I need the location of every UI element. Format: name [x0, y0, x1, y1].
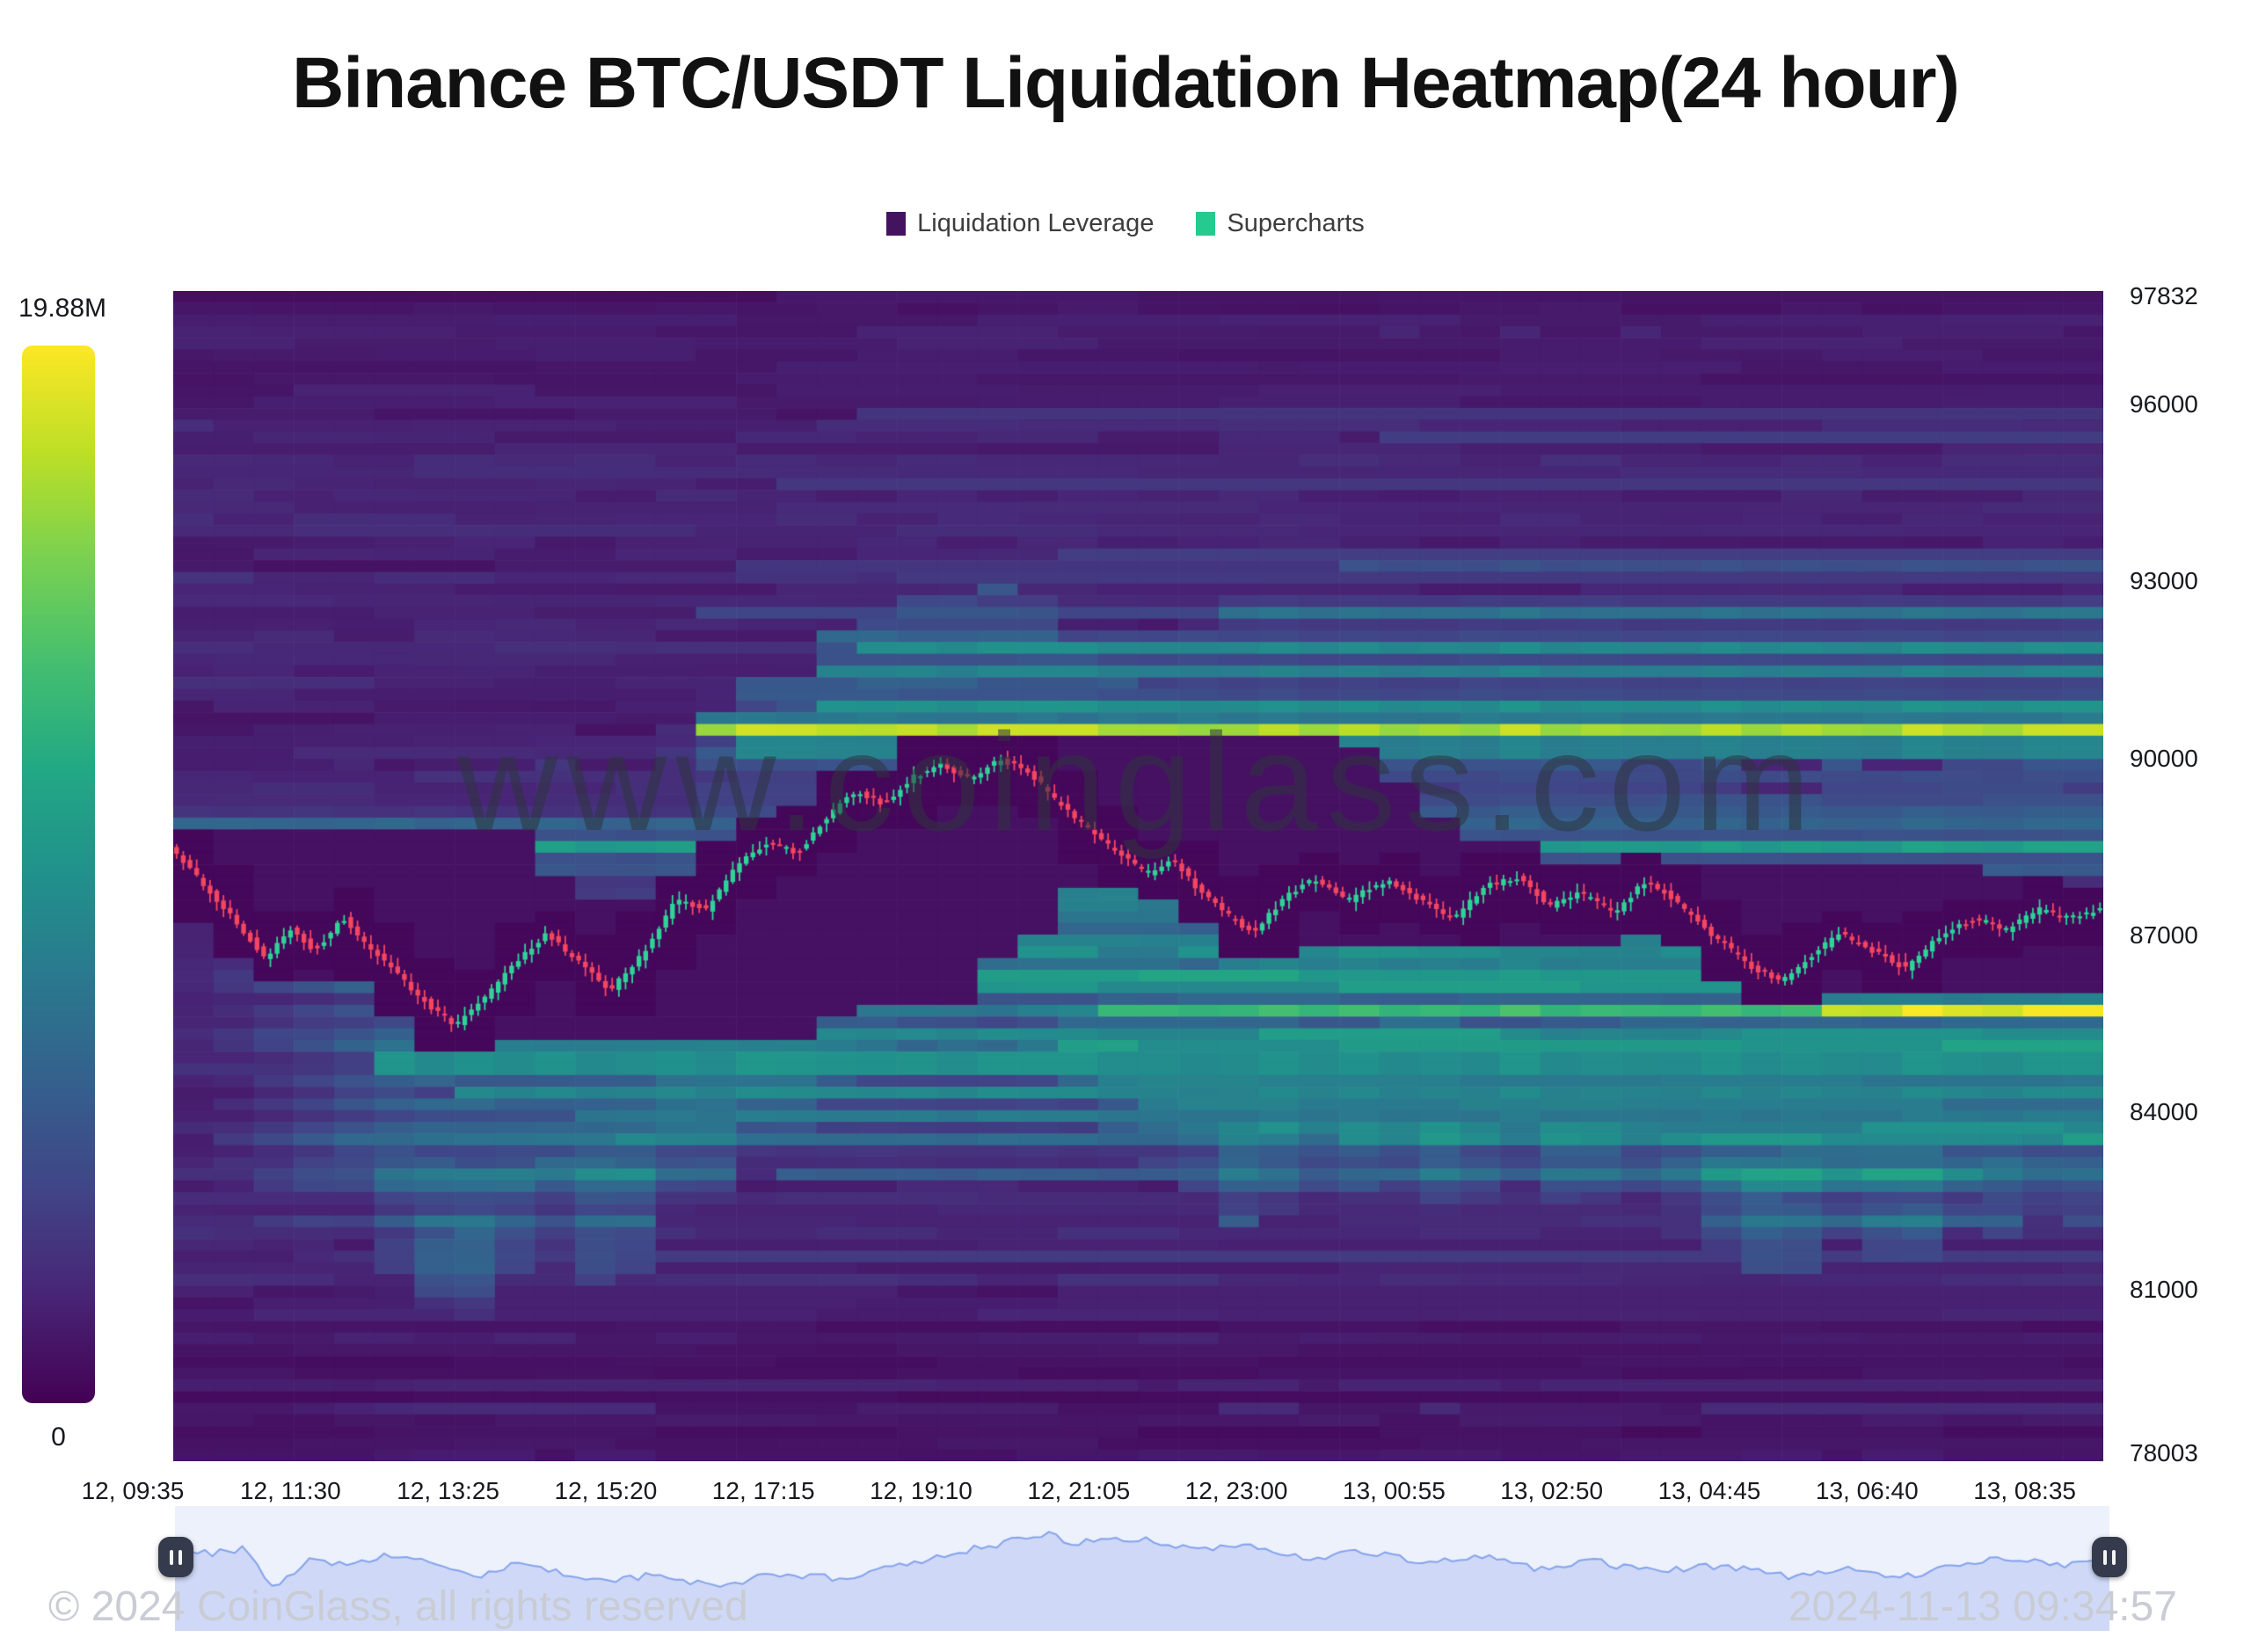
- y-axis-label: 93000: [2130, 567, 2198, 595]
- x-axis-label: 13, 06:40: [1815, 1477, 1919, 1504]
- x-axis-label: 12, 19:10: [870, 1477, 973, 1504]
- timestamp-text: 2024-11-13 09:34:57: [1788, 1583, 2177, 1630]
- pause-icon: [2112, 1549, 2116, 1565]
- pause-icon: [178, 1549, 182, 1565]
- y-axis-label: 87000: [2130, 921, 2198, 950]
- y-axis-label: 96000: [2130, 389, 2198, 418]
- pause-icon: [2103, 1549, 2107, 1565]
- x-axis-label: 12, 21:05: [1027, 1477, 1131, 1504]
- x-axis-label: 12, 17:15: [711, 1477, 815, 1504]
- colorbar-max-label: 19.88M: [18, 294, 107, 323]
- x-axis-label: 12, 23:00: [1184, 1477, 1288, 1504]
- navigator-chart[interactable]: [175, 1506, 2109, 1631]
- legend-item-liquidation-leverage[interactable]: Liquidation Leverage: [886, 209, 1154, 238]
- x-axis-label: 12, 11:30: [239, 1477, 341, 1504]
- y-axis-label: 97832: [2130, 282, 2198, 309]
- y-axis-label: 78003: [2130, 1439, 2198, 1466]
- legend-item-supercharts[interactable]: Supercharts: [1196, 209, 1365, 238]
- heatmap-canvas[interactable]: [173, 291, 2103, 1461]
- colorbar-min-label: 0: [51, 1423, 66, 1452]
- legend-label: Supercharts: [1227, 209, 1365, 237]
- chart-legend: Liquidation Leverage Supercharts: [0, 209, 2251, 238]
- y-axis-label: 81000: [2130, 1275, 2198, 1303]
- legend-swatch-liquidation-leverage: [886, 212, 907, 236]
- x-axis-label: 12, 15:20: [554, 1477, 658, 1504]
- y-axis-label: 90000: [2130, 744, 2198, 772]
- x-axis-label: 13, 04:45: [1657, 1477, 1761, 1504]
- copyright-text: © 2024 CoinGlass, all rights reserved: [48, 1583, 748, 1630]
- x-axis-label: 12, 09:35: [81, 1477, 185, 1504]
- x-axis-label: 12, 13:25: [397, 1477, 499, 1504]
- navigator-left-handle[interactable]: [158, 1537, 193, 1577]
- page-title: Binance BTC/USDT Liquidation Heatmap(24 …: [292, 43, 1960, 123]
- x-axis-label: 13, 02:50: [1500, 1477, 1604, 1504]
- x-axis-label: 13, 08:35: [1973, 1477, 2076, 1504]
- pause-icon: [170, 1549, 173, 1565]
- x-axis-label: 13, 00:55: [1343, 1477, 1446, 1504]
- colorbar-gradient: [22, 346, 95, 1403]
- y-axis-label: 84000: [2130, 1098, 2198, 1126]
- navigator-right-handle[interactable]: [2092, 1537, 2127, 1577]
- legend-swatch-supercharts: [1196, 212, 1216, 236]
- legend-label: Liquidation Leverage: [917, 209, 1155, 237]
